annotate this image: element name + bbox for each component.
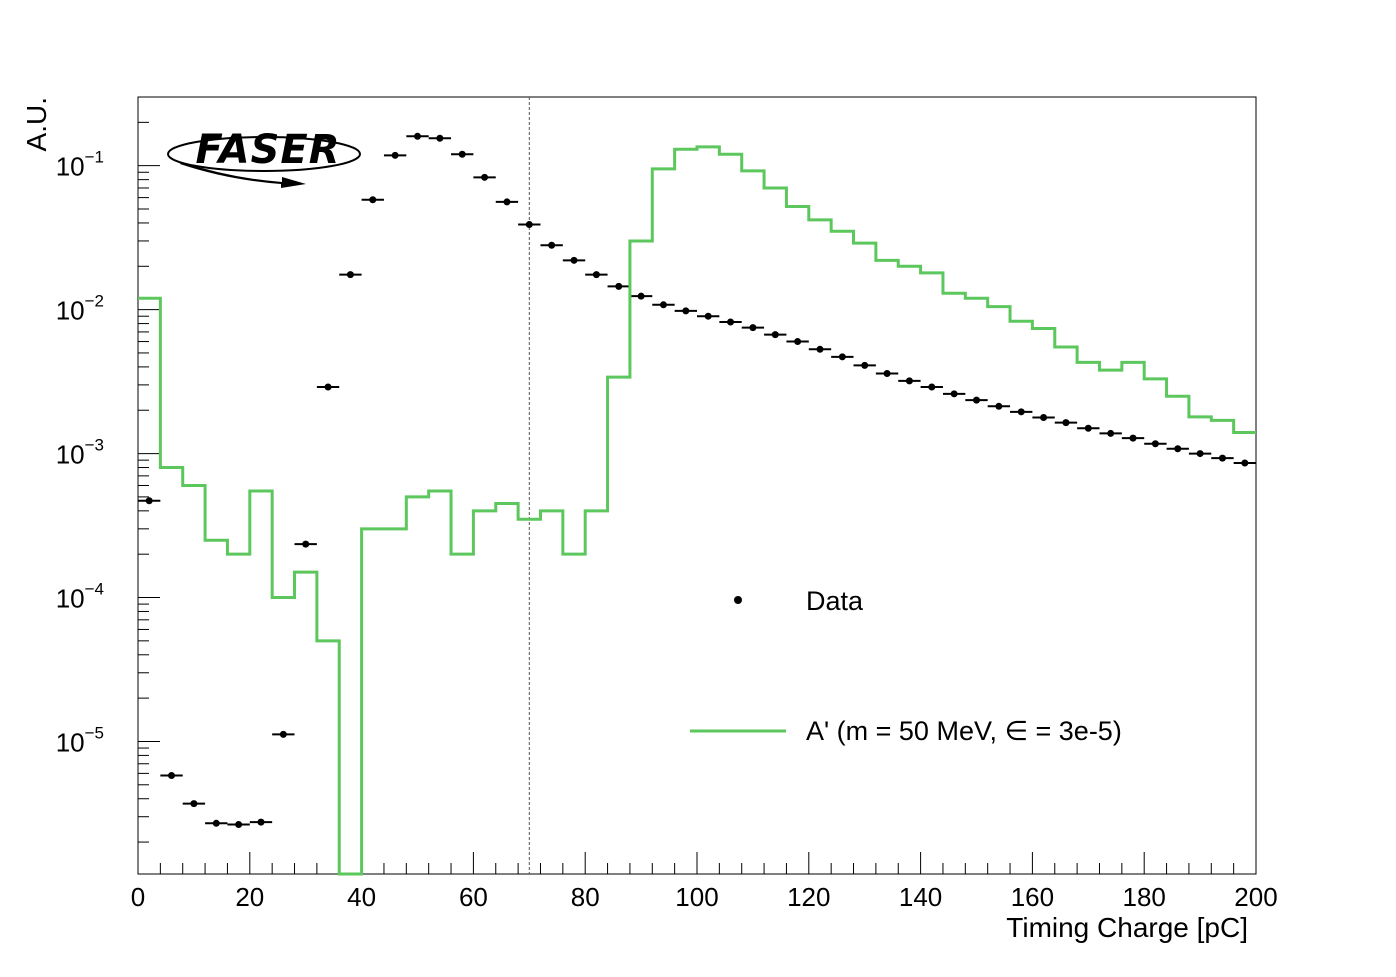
data-point [190, 800, 198, 808]
data-point [838, 353, 846, 361]
data-point [794, 338, 802, 346]
data-point [414, 132, 421, 140]
data-point [436, 134, 444, 142]
series-layer [138, 132, 1256, 876]
data-point [324, 383, 332, 391]
data-point [883, 369, 891, 377]
data-point [1017, 408, 1025, 416]
y-tick-label: 10−5 [56, 723, 104, 757]
data-point [1218, 454, 1226, 462]
data-series-0 [138, 132, 1256, 828]
x-tick-label: 180 [1123, 882, 1166, 912]
data-point [816, 345, 824, 353]
axis-ticks-layer: 0 20 40 60 80 100 120 140 160 180 200 10−5 10−4 10−3 1… [56, 96, 1278, 912]
data-point [928, 383, 936, 391]
data-point [973, 396, 980, 404]
x-tick-label: 160 [1011, 882, 1054, 912]
data-point [1196, 450, 1204, 458]
data-point [995, 402, 1003, 410]
x-tick-label: 0 [131, 882, 145, 912]
x-axis-title: Timing Charge [pC] [1006, 912, 1248, 943]
data-point [1040, 414, 1048, 422]
legend: Data A' (m = 50 MeV, ∈ = 3e-5) [690, 586, 1122, 746]
data-point [570, 256, 578, 264]
plot-frame [137, 96, 1257, 875]
y-tick-label: 10−4 [56, 580, 104, 614]
data-point [704, 312, 712, 320]
data-point [905, 377, 913, 385]
data-point [525, 221, 533, 229]
data-point [302, 540, 310, 548]
x-tick-label: 20 [235, 882, 264, 912]
plot-frame-layer [137, 96, 1257, 875]
data-point [1174, 445, 1182, 453]
x-tick-label: 140 [899, 882, 942, 912]
data-point [279, 730, 287, 738]
logo-text: FASER [195, 127, 340, 173]
data-point [145, 497, 153, 505]
data-point [592, 271, 600, 279]
data-point [1129, 434, 1137, 442]
logo-arrow-icon [180, 162, 306, 188]
legend-signal-label: A' (m = 50 MeV, ∈ = 3e-5) [806, 716, 1122, 746]
signal-histogram-line [138, 145, 1256, 876]
data-point [637, 292, 645, 300]
faser-logo: FASER [167, 127, 361, 188]
y-tick-label: 10−3 [56, 436, 104, 470]
data-point [346, 271, 354, 279]
data-point [1107, 429, 1115, 437]
logo-ellipse [167, 136, 361, 172]
y-tick-label: 10−1 [56, 148, 104, 182]
data-point [168, 772, 176, 780]
data-point [950, 390, 958, 398]
x-tick-label: 40 [347, 882, 376, 912]
legend-data-marker [734, 596, 742, 604]
y-axis-title: A.U. [21, 97, 52, 151]
data-point [615, 282, 623, 290]
data-point [548, 241, 556, 249]
data-point [1151, 440, 1159, 448]
x-tick-label: 80 [571, 882, 600, 912]
data-point [1084, 424, 1092, 432]
data-point [235, 820, 243, 828]
data-point [1062, 419, 1070, 427]
x-tick-label: 120 [787, 882, 830, 912]
x-tick-label: 200 [1234, 882, 1277, 912]
data-point [257, 818, 265, 826]
x-tick-label: 60 [459, 882, 488, 912]
data-point [682, 307, 690, 315]
y-tick-label: 10−2 [56, 292, 104, 326]
data-point [727, 318, 735, 326]
data-point [458, 150, 466, 158]
data-point [1241, 459, 1249, 467]
legend-data-label: Data [806, 586, 864, 616]
data-point [659, 301, 667, 309]
data-point [391, 151, 399, 159]
data-point [369, 196, 377, 204]
x-tick-label: 100 [675, 882, 718, 912]
data-point [481, 173, 489, 181]
data-point [771, 331, 779, 339]
data-point [503, 198, 511, 206]
data-point [861, 361, 869, 369]
data-point [212, 819, 220, 827]
data-point [749, 324, 757, 332]
